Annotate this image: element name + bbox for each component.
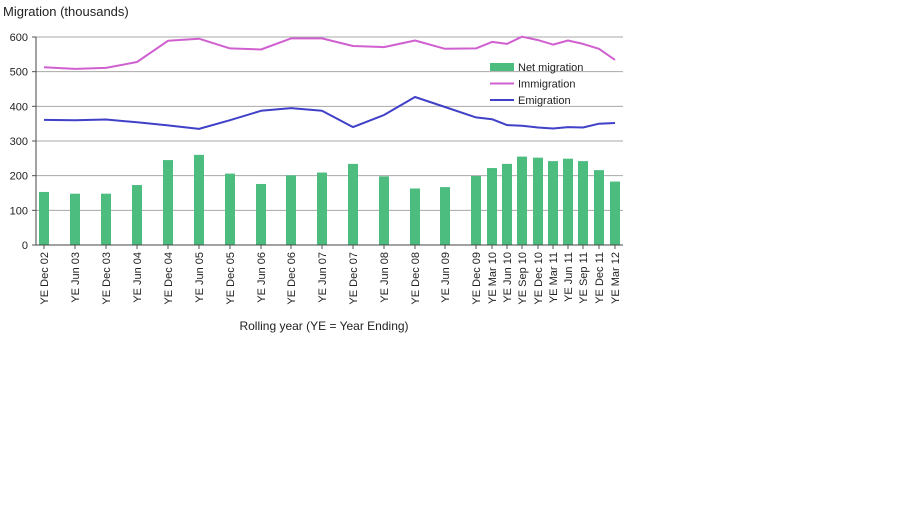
y-tick-label: 0 bbox=[22, 240, 28, 252]
bar-net-migration bbox=[517, 156, 527, 245]
x-tick-label: YE Mar 11 bbox=[548, 252, 560, 303]
line-emigration bbox=[43, 96, 616, 130]
bar-net-migration bbox=[132, 185, 142, 245]
bar-net-migration bbox=[379, 176, 389, 245]
x-tick-label: YE Dec 07 bbox=[348, 252, 360, 305]
bar-net-migration bbox=[194, 154, 204, 245]
bar-net-migration bbox=[70, 193, 80, 245]
x-tick-label: YE Sep 10 bbox=[517, 252, 529, 305]
y-tick-label: 500 bbox=[10, 67, 28, 79]
bar-net-migration bbox=[256, 183, 266, 245]
y-tick-label: 600 bbox=[10, 32, 28, 44]
x-axis-title: Rolling year (YE = Year Ending) bbox=[239, 319, 409, 333]
y-tick-label: 200 bbox=[10, 171, 28, 183]
y-axis-title: Migration (thousands) bbox=[3, 4, 129, 19]
bar-net-migration bbox=[348, 163, 358, 245]
bar-net-migration bbox=[594, 170, 604, 245]
bar-net-migration bbox=[563, 158, 573, 245]
x-tick-label: YE Jun 03 bbox=[70, 252, 82, 303]
bar-net-migration bbox=[578, 161, 588, 245]
x-tick-label: YE Dec 09 bbox=[471, 252, 483, 305]
legend-swatch-net-migration bbox=[490, 63, 514, 71]
legend-label: Immigration bbox=[518, 79, 575, 91]
x-tick-label: YE Mar 10 bbox=[487, 252, 499, 304]
x-tick-label: YE Dec 06 bbox=[286, 252, 298, 305]
x-tick-label: YE Dec 08 bbox=[410, 252, 422, 305]
x-tick-label: YE Sep 11 bbox=[578, 252, 590, 304]
x-tick-label: YE Dec 11 bbox=[594, 252, 606, 304]
bar-net-migration bbox=[410, 188, 420, 245]
legend-label: Emigration bbox=[518, 95, 571, 107]
x-tick-label: YE Jun 11 bbox=[563, 252, 575, 302]
x-tick-label: YE Mar 12 bbox=[610, 252, 622, 304]
x-tick-label: YE Dec 04 bbox=[163, 252, 175, 305]
x-tick-label: YE Jun 08 bbox=[379, 252, 391, 303]
bar-net-migration bbox=[163, 160, 173, 245]
x-tick-label: YE Dec 02 bbox=[39, 252, 51, 305]
legend-label: Net migration bbox=[518, 62, 583, 74]
bar-net-migration bbox=[502, 163, 512, 245]
bar-net-migration bbox=[487, 168, 497, 245]
x-tick-label: YE Dec 03 bbox=[101, 252, 113, 305]
bar-net-migration bbox=[533, 157, 543, 245]
y-tick-label: 100 bbox=[10, 205, 28, 217]
bar-net-migration bbox=[440, 187, 450, 245]
bar-net-migration bbox=[317, 172, 327, 245]
bar-net-migration bbox=[471, 176, 481, 245]
x-tick-label: YE Jun 10 bbox=[502, 252, 514, 303]
x-tick-label: YE Jun 05 bbox=[194, 252, 206, 303]
bar-net-migration bbox=[225, 173, 235, 245]
x-tick-label: YE Jun 04 bbox=[132, 252, 144, 303]
y-tick-label: 400 bbox=[10, 101, 28, 113]
line-immigration bbox=[43, 35, 616, 70]
bar-net-migration bbox=[39, 191, 49, 245]
bar-net-migration bbox=[286, 175, 296, 245]
y-tick-label: 300 bbox=[10, 136, 28, 148]
bar-net-migration bbox=[610, 181, 620, 245]
x-tick-label: YE Dec 05 bbox=[225, 252, 237, 305]
x-tick-label: YE Dec 10 bbox=[533, 252, 545, 305]
bar-net-migration bbox=[101, 193, 111, 245]
x-tick-label: YE Jun 09 bbox=[440, 252, 452, 303]
bar-net-migration bbox=[548, 161, 558, 245]
x-tick-label: YE Jun 06 bbox=[256, 252, 268, 303]
x-tick-label: YE Jun 07 bbox=[317, 252, 329, 303]
